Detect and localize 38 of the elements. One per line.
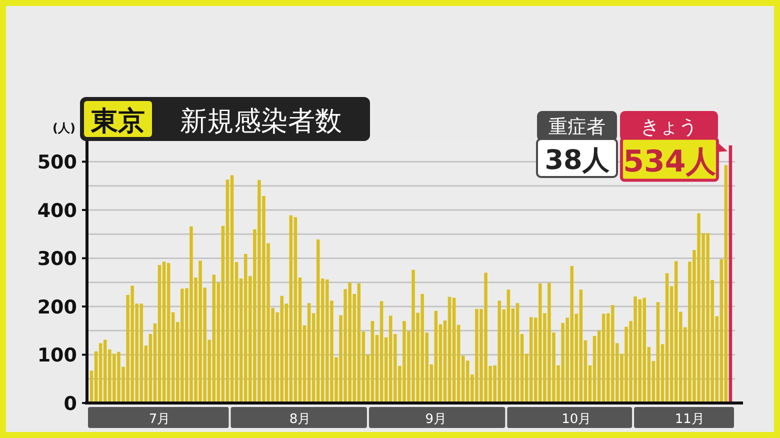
bar [307,303,311,403]
chart-subtitle: 新規感染者数 [180,106,342,137]
x-tick-label: 8月 [289,412,311,427]
y-tick-label: 100 [37,344,77,367]
bar [158,264,162,403]
x-tick-label: 9月 [425,412,447,427]
annotation: きょう [640,116,698,138]
annotation: 38人 [544,145,610,176]
chart-title: 東京 [90,106,145,137]
text: 重症者 [548,116,606,138]
bar [448,296,452,403]
x-tick-label: 11月 [674,412,704,427]
y-tick-label: 400 [37,200,77,222]
bar [370,320,374,403]
bar [162,262,166,403]
bar [579,290,583,403]
y-tick-label: 0 [64,393,77,415]
bar [289,215,293,403]
bar [506,290,510,403]
bar [230,175,234,403]
bar [665,273,669,403]
y-tick-label: 500 [37,152,77,174]
y-tick-label: 200 [37,296,77,318]
x-tick-label: 10月 [562,412,592,427]
bar [724,165,728,403]
bar [380,301,384,403]
bar [166,263,170,403]
bar [728,145,732,403]
bar [452,298,456,403]
bar [434,310,438,403]
bar [294,217,298,403]
y-tick-label: 300 [37,248,77,270]
x-tick-label: 7月 [148,412,170,427]
annotation: 534人 [623,144,717,180]
bar [516,303,520,403]
y-axis-title: (人) [52,121,76,135]
bar [529,317,533,403]
bar [656,302,660,403]
